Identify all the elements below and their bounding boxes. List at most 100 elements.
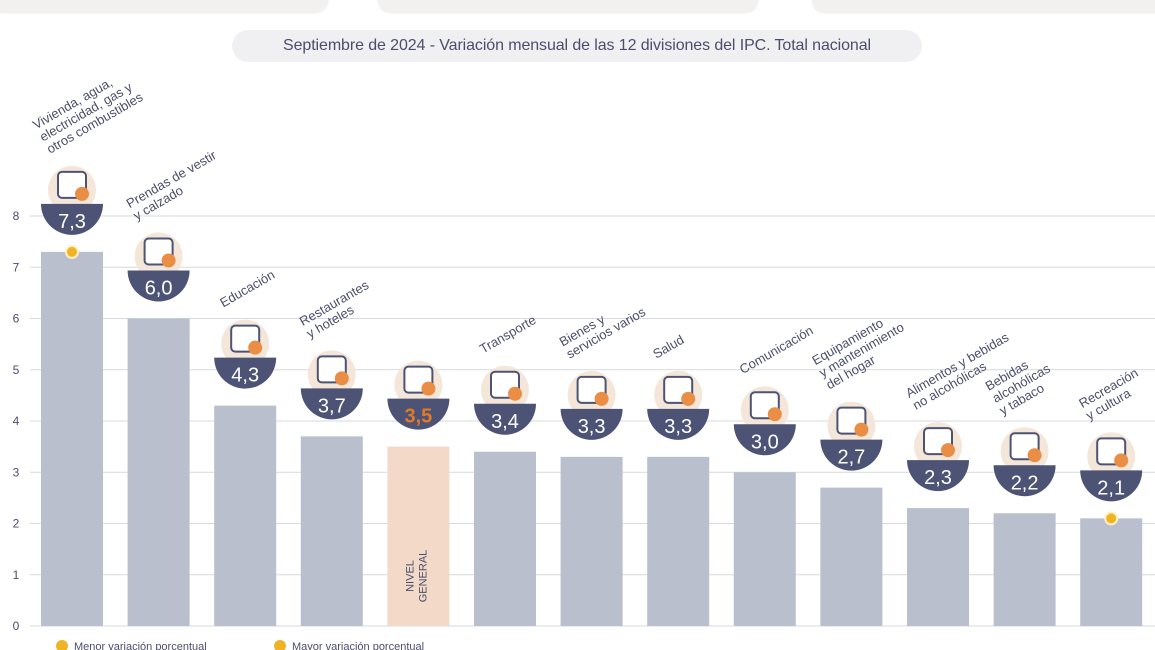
category-label-line: NIVEL	[404, 560, 416, 592]
data-label: 2,7	[837, 447, 865, 469]
wine-bottle-icon	[1000, 427, 1049, 476]
category-label-line: GENERAL	[417, 550, 429, 603]
top-card-center[interactable]	[378, 0, 758, 12]
first-aid-icon	[654, 370, 703, 419]
bar	[214, 405, 277, 626]
comb-scissors-icon	[567, 370, 616, 419]
notebook-icon-accent	[248, 340, 263, 355]
bar	[907, 508, 969, 626]
legend-label: Menor variación porcentual	[74, 641, 207, 650]
category-label: Comunicación	[737, 323, 816, 377]
data-label: 3,3	[578, 416, 606, 438]
value-badge-bg	[127, 270, 190, 302]
comb-scissors-icon-accent	[594, 391, 609, 406]
smartphone-icon-accent	[767, 407, 782, 422]
data-label: 3,4	[491, 411, 519, 433]
value-badge-bg	[474, 403, 536, 435]
bar	[560, 456, 623, 626]
food-icon	[914, 422, 962, 471]
bar-badge: 2,7	[820, 401, 883, 471]
bar	[733, 472, 796, 626]
light-bulb-icon	[48, 165, 96, 214]
y-tick-label: 0	[13, 619, 20, 633]
value-badge-bg	[820, 439, 883, 471]
value-badge-bg	[41, 203, 103, 235]
legend-marker	[274, 640, 286, 650]
category-label-line: Comunicación	[737, 323, 816, 377]
category-label: NIVELGENERAL	[404, 550, 429, 603]
light-bulb-icon-accent	[75, 186, 89, 201]
basket-icon-accent	[421, 381, 436, 396]
wine-bottle-icon-accent	[1027, 448, 1042, 463]
umbrella-sun-icon-accent	[1114, 453, 1129, 468]
value-badge-bg	[733, 424, 796, 456]
top-card-left[interactable]	[0, 0, 328, 12]
category-label: Equipamientoy mantenimientodel hogar	[809, 307, 913, 392]
bar	[820, 487, 883, 626]
top-cards-strip	[0, 0, 1155, 22]
bar	[993, 513, 1056, 626]
notebook-icon	[221, 319, 270, 368]
category-label: Bebidasalcohólicasy tabaco	[983, 348, 1061, 418]
sube-card-icon-accent	[508, 386, 522, 401]
category-label: Vivienda, agua,electricidad, gas yotros …	[30, 65, 146, 157]
value-badge-bg	[560, 408, 623, 440]
smartphone-icon	[740, 386, 789, 435]
umbrella-sun-icon	[1087, 432, 1136, 481]
y-tick-label: 5	[13, 363, 20, 377]
chart-title: Septiembre de 2024 - Variación mensual d…	[232, 30, 922, 62]
min-marker	[1104, 511, 1119, 526]
bar-badge: 3,0	[733, 386, 796, 456]
bar	[647, 456, 710, 626]
bar	[1080, 518, 1143, 626]
value-badge-bg	[1080, 470, 1143, 502]
tshirt-icon	[134, 232, 183, 281]
data-label: 7,3	[58, 211, 86, 233]
data-label: 2,3	[924, 467, 952, 489]
bar	[127, 318, 190, 626]
data-label: 6,0	[145, 278, 173, 300]
value-badge-bg	[300, 388, 363, 420]
y-tick-label: 1	[13, 568, 20, 582]
category-label: Salud	[650, 332, 686, 362]
bar-badge: 7,3	[41, 165, 103, 235]
data-label: 3,7	[318, 395, 346, 417]
legend-marker	[56, 640, 68, 650]
y-tick-label: 2	[13, 517, 20, 531]
bar	[300, 436, 363, 626]
cutlery-icon	[307, 350, 356, 399]
data-label: 2,2	[1011, 472, 1039, 494]
bar-badge: 3,3	[560, 370, 623, 440]
sube-card-icon	[481, 365, 529, 414]
data-label: 4,3	[231, 365, 259, 387]
food-icon-accent	[941, 443, 955, 458]
tshirt-icon-accent	[161, 253, 176, 268]
bar	[387, 446, 450, 626]
category-label-line: Salud	[650, 332, 686, 362]
data-label: 2,1	[1097, 477, 1125, 499]
value-badge-bg	[214, 357, 277, 389]
top-card-right[interactable]	[812, 0, 1155, 12]
bar-badge: 2,3	[907, 422, 969, 492]
value-badge-bg	[907, 460, 969, 492]
max-marker	[65, 244, 79, 259]
category-label-line: Educación	[217, 267, 277, 310]
bar-badge: 3,3	[647, 370, 710, 440]
y-tick-label: 7	[13, 260, 20, 274]
bar-badge: 3,5	[387, 360, 450, 430]
bar	[41, 251, 103, 626]
data-label: 3,3	[664, 416, 692, 438]
bar-badge: 2,2	[993, 427, 1056, 497]
data-label: 3,5	[404, 406, 432, 428]
y-tick-label: 4	[13, 414, 20, 428]
y-tick-label: 8	[13, 209, 20, 223]
value-badge-bg	[647, 408, 710, 440]
y-tick-label: 3	[13, 465, 20, 479]
category-label: Bienes yservicios varios	[557, 292, 649, 362]
bar-badge: 6,0	[127, 232, 190, 302]
bar-badge: 2,1	[1080, 432, 1143, 502]
bar	[474, 451, 536, 626]
first-aid-icon-accent	[681, 391, 696, 406]
data-label: 3,0	[751, 431, 779, 453]
